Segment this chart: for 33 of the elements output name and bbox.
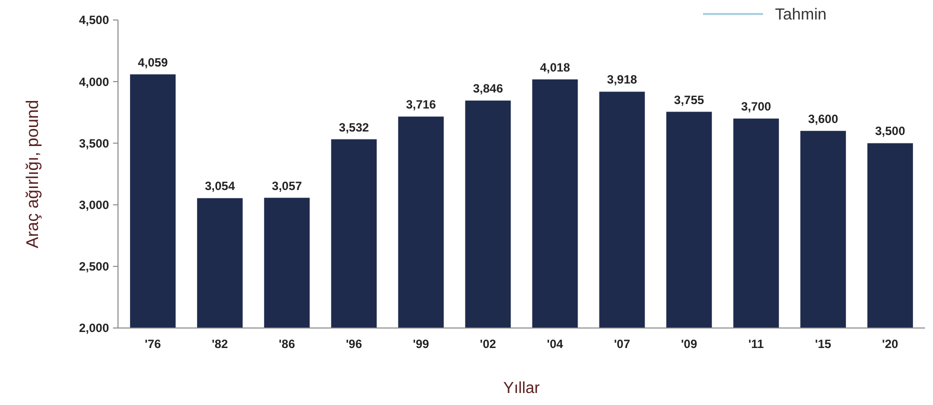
y-tick-label: 2,000 — [78, 321, 110, 336]
x-tick-label: '04 — [546, 337, 564, 351]
x-tick-label: '82 — [212, 337, 228, 351]
data-label: 4,059 — [138, 55, 168, 70]
x-tick-label: '20 — [882, 337, 899, 351]
data-label: 3,600 — [808, 112, 838, 126]
y-tick-label: 4,500 — [78, 13, 110, 28]
data-label: 3,918 — [607, 72, 638, 87]
x-tick-label: '15 — [815, 337, 832, 351]
x-tick-label: '11 — [748, 337, 764, 351]
y-tick-label: 3,500 — [78, 136, 110, 150]
data-label: 3,716 — [406, 98, 436, 112]
data-label: 3,500 — [875, 124, 906, 138]
x-tick-label: '86 — [278, 337, 296, 351]
x-axis-title: Yıllar — [503, 380, 540, 397]
data-label: 3,057 — [272, 178, 302, 193]
x-tick-label: '76 — [144, 337, 162, 351]
data-label: 3,755 — [674, 92, 704, 107]
y-tick-label: 4,000 — [78, 74, 110, 89]
y-tick-label: 2,500 — [78, 260, 110, 274]
x-tick-label: '07 — [614, 337, 630, 351]
legend-label: Tahmin — [775, 6, 827, 24]
data-label: 3,054 — [204, 179, 236, 194]
x-tick-label: '09 — [680, 337, 698, 351]
data-label: 3,846 — [472, 82, 504, 96]
data-label: 3,700 — [741, 100, 772, 114]
data-label: 3,532 — [338, 120, 370, 134]
x-tick-label: '99 — [412, 337, 430, 351]
x-tick-label: '96 — [346, 337, 362, 351]
x-tick-label: '02 — [480, 337, 496, 351]
y-tick-label: 3,000 — [78, 198, 110, 212]
data-label: 4,018 — [540, 60, 570, 74]
y-axis-title: Araç ağırlığı, pound — [23, 100, 42, 248]
